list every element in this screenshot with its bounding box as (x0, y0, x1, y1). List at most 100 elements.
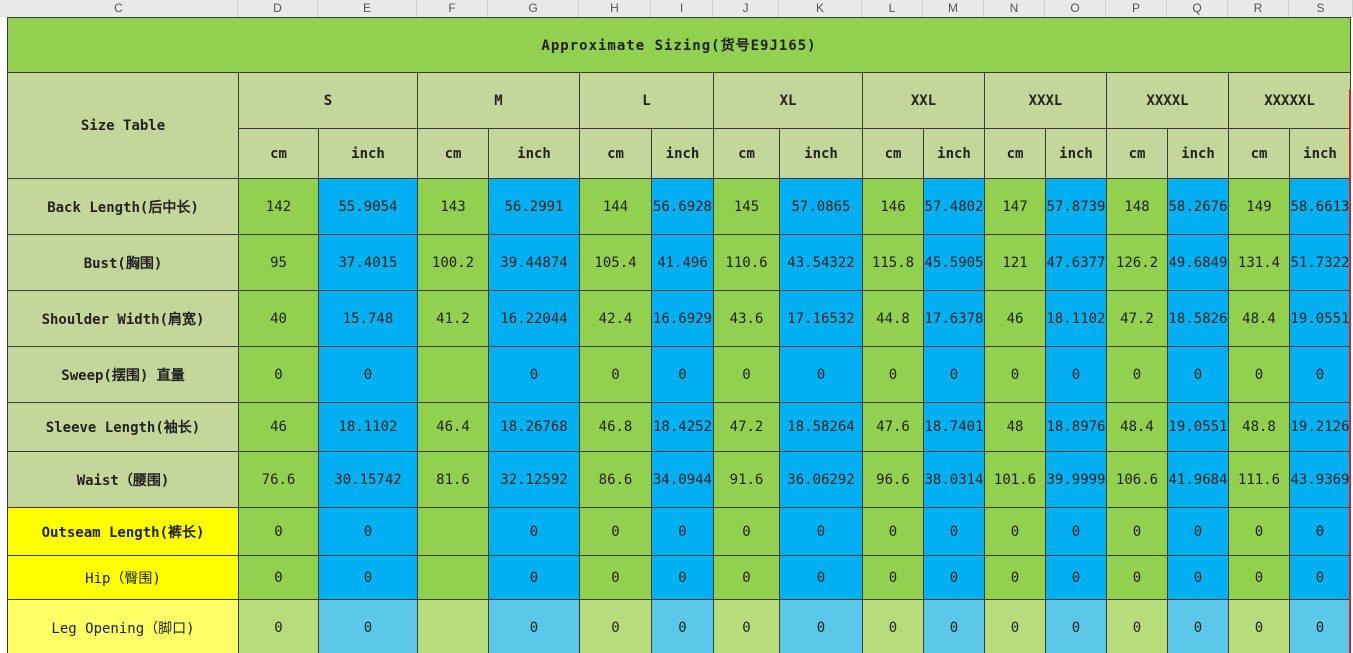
size-header-xxxxxl[interactable]: XXXXXL (1228, 72, 1351, 129)
column-header[interactable]: E (318, 0, 417, 17)
unit-inch[interactable]: inch (651, 128, 714, 179)
size-header-xl[interactable]: XL (713, 72, 863, 129)
cell-inch[interactable]: 41.9684 (1167, 451, 1229, 508)
cell-inch[interactable]: 36.06292 (779, 451, 863, 508)
cell-cm[interactable] (417, 507, 489, 556)
unit-cm[interactable]: cm (238, 128, 319, 179)
cell-inch[interactable]: 17.16532 (779, 290, 863, 347)
cell-cm[interactable]: 0 (579, 555, 652, 600)
cell-cm[interactable]: 0 (862, 555, 924, 600)
cell-cm[interactable]: 0 (238, 507, 319, 556)
unit-cm[interactable]: cm (984, 128, 1046, 179)
cell-inch[interactable]: 0 (779, 599, 863, 653)
column-header[interactable]: Q (1167, 0, 1228, 17)
unit-inch[interactable]: inch (1167, 128, 1229, 179)
cell-cm[interactable]: 48.4 (1228, 290, 1290, 347)
cell-inch[interactable]: 0 (923, 507, 985, 556)
size-header-m[interactable]: M (417, 72, 580, 129)
cell-cm[interactable]: 46.4 (417, 402, 489, 452)
unit-cm[interactable]: cm (713, 128, 780, 179)
cell-inch[interactable]: 30.15742 (318, 451, 418, 508)
cell-cm[interactable]: 0 (984, 555, 1046, 600)
cell-cm[interactable]: 0 (1106, 507, 1168, 556)
size-header-l[interactable]: L (579, 72, 714, 129)
cell-cm[interactable]: 40 (238, 290, 319, 347)
unit-cm[interactable]: cm (579, 128, 652, 179)
cell-inch[interactable]: 0 (1045, 599, 1107, 653)
column-header[interactable]: H (579, 0, 651, 17)
cell-inch[interactable]: 0 (651, 507, 714, 556)
cell-cm[interactable]: 81.6 (417, 451, 489, 508)
column-header[interactable]: M (923, 0, 984, 17)
cell-cm[interactable]: 0 (579, 599, 652, 653)
cell-inch[interactable]: 38.0314 (923, 451, 985, 508)
cell-inch[interactable]: 57.0865 (779, 178, 863, 235)
size-header-xxl[interactable]: XXL (862, 72, 985, 129)
cell-cm[interactable]: 0 (713, 555, 780, 600)
cell-cm[interactable]: 47.2 (713, 402, 780, 452)
cell-inch[interactable]: 18.1102 (318, 402, 418, 452)
cell-inch[interactable]: 0 (488, 507, 580, 556)
column-header[interactable]: I (651, 0, 713, 17)
unit-inch[interactable]: inch (1289, 128, 1351, 179)
unit-cm[interactable]: cm (417, 128, 489, 179)
cell-inch[interactable]: 0 (651, 346, 714, 403)
cell-inch[interactable]: 57.8739 (1045, 178, 1107, 235)
column-header[interactable]: O (1045, 0, 1106, 17)
cell-inch[interactable]: 19.0551 (1289, 290, 1351, 347)
cell-inch[interactable]: 0 (1289, 599, 1351, 653)
cell-cm[interactable]: 0 (579, 346, 652, 403)
cell-cm[interactable]: 76.6 (238, 451, 319, 508)
cell-inch[interactable]: 58.6613 (1289, 178, 1351, 235)
cell-cm[interactable]: 42.4 (579, 290, 652, 347)
cell-cm[interactable]: 145 (713, 178, 780, 235)
cell-inch[interactable]: 18.8976 (1045, 402, 1107, 452)
cell-cm[interactable]: 46.8 (579, 402, 652, 452)
row-label-sleeve-length[interactable]: Sleeve Length(袖长) (7, 402, 239, 452)
cell-cm[interactable]: 0 (1228, 346, 1290, 403)
cell-cm[interactable]: 101.6 (984, 451, 1046, 508)
size-header-xxxl[interactable]: XXXL (984, 72, 1107, 129)
unit-inch[interactable]: inch (923, 128, 985, 179)
unit-cm[interactable]: cm (1228, 128, 1290, 179)
cell-inch[interactable]: 0 (1045, 346, 1107, 403)
cell-inch[interactable]: 0 (779, 555, 863, 600)
cell-cm[interactable]: 110.6 (713, 234, 780, 291)
cell-cm[interactable]: 148 (1106, 178, 1168, 235)
cell-cm[interactable]: 0 (1228, 507, 1290, 556)
cell-cm[interactable]: 147 (984, 178, 1046, 235)
cell-inch[interactable]: 18.26768 (488, 402, 580, 452)
cell-cm[interactable] (417, 599, 489, 653)
cell-inch[interactable]: 0 (1167, 555, 1229, 600)
cell-cm[interactable]: 115.8 (862, 234, 924, 291)
cell-inch[interactable]: 0 (1167, 599, 1229, 653)
cell-inch[interactable]: 0 (488, 555, 580, 600)
unit-inch[interactable]: inch (488, 128, 580, 179)
cell-inch[interactable]: 18.58264 (779, 402, 863, 452)
column-header[interactable]: P (1106, 0, 1167, 17)
row-label-bust[interactable]: Bust(胸围) (7, 234, 239, 291)
column-header[interactable]: F (417, 0, 488, 17)
cell-inch[interactable]: 0 (651, 599, 714, 653)
cell-inch[interactable]: 0 (318, 599, 418, 653)
cell-inch[interactable]: 45.5905 (923, 234, 985, 291)
unit-inch[interactable]: inch (318, 128, 418, 179)
row-label-hip[interactable]: Hip（臀围) (7, 555, 239, 600)
column-header[interactable]: J (713, 0, 779, 17)
cell-cm[interactable]: 0 (862, 507, 924, 556)
cell-inch[interactable]: 0 (488, 346, 580, 403)
unit-inch[interactable]: inch (779, 128, 863, 179)
row-label-sweep[interactable]: Sweep(摆围) 直量 (7, 346, 239, 403)
cell-cm[interactable] (417, 346, 489, 403)
cell-inch[interactable]: 0 (1289, 346, 1351, 403)
cell-cm[interactable]: 121 (984, 234, 1046, 291)
cell-cm[interactable]: 126.2 (1106, 234, 1168, 291)
cell-inch[interactable]: 0 (1289, 507, 1351, 556)
cell-cm[interactable]: 0 (1106, 555, 1168, 600)
cell-inch[interactable]: 56.2991 (488, 178, 580, 235)
cell-cm[interactable]: 0 (1228, 555, 1290, 600)
cell-inch[interactable]: 58.2676 (1167, 178, 1229, 235)
cell-inch[interactable]: 34.0944 (651, 451, 714, 508)
cell-cm[interactable]: 131.4 (1228, 234, 1290, 291)
cell-inch[interactable]: 18.5826 (1167, 290, 1229, 347)
